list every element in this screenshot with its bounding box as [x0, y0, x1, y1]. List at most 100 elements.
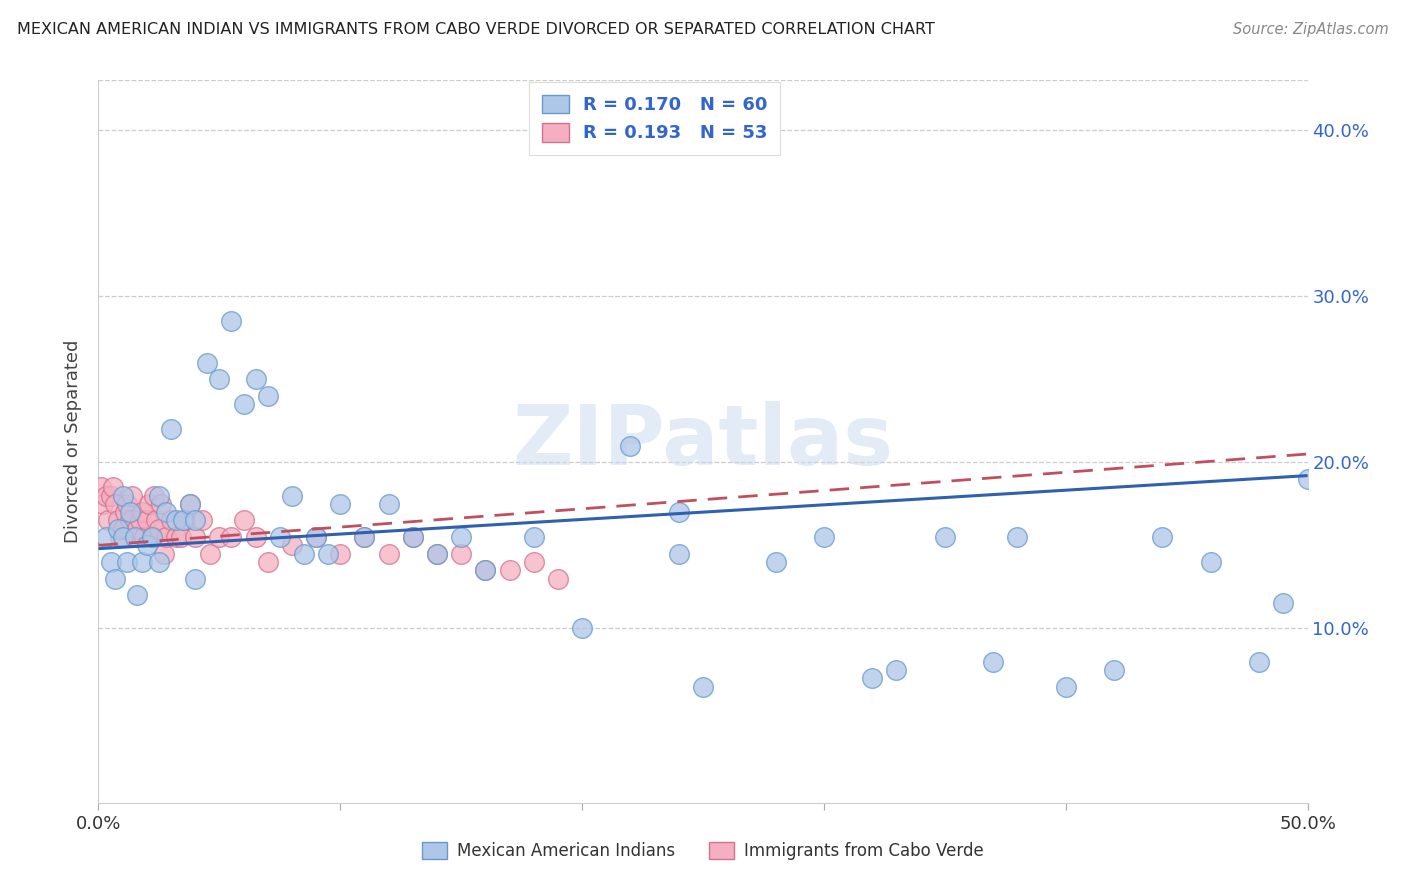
Point [124, 530, 146, 544]
Point [547, 572, 569, 586]
Point [100, 555, 122, 569]
Point [316, 547, 339, 561]
Point [523, 530, 546, 544]
Point [111, 530, 134, 544]
Point [232, 513, 254, 527]
Point [165, 513, 187, 527]
Point [111, 489, 134, 503]
Point [100, 489, 122, 503]
Point [108, 530, 131, 544]
Point [150, 497, 173, 511]
Point [148, 489, 170, 503]
Point [111, 522, 134, 536]
Point [179, 497, 201, 511]
Point [127, 522, 149, 536]
Point [208, 530, 231, 544]
Point [127, 588, 149, 602]
Point [426, 547, 449, 561]
Point [934, 530, 956, 544]
Point [135, 513, 157, 527]
Point [101, 480, 124, 494]
Point [281, 489, 304, 503]
Point [450, 547, 472, 561]
Point [128, 513, 150, 527]
Point [692, 680, 714, 694]
Y-axis label: Divorced or Separated: Divorced or Separated [65, 340, 83, 543]
Point [124, 530, 146, 544]
Point [981, 655, 1004, 669]
Point [619, 439, 641, 453]
Point [245, 530, 267, 544]
Point [104, 572, 127, 586]
Point [160, 422, 183, 436]
Point [1152, 530, 1174, 544]
Point [245, 372, 267, 386]
Point [232, 397, 254, 411]
Point [1102, 663, 1125, 677]
Point [1296, 472, 1319, 486]
Point [114, 505, 136, 519]
Point [160, 513, 183, 527]
Point [135, 538, 157, 552]
Point [152, 547, 174, 561]
Point [117, 497, 139, 511]
Point [221, 530, 243, 544]
Point [141, 530, 163, 544]
Point [169, 530, 191, 544]
Point [148, 522, 170, 536]
Point [195, 356, 218, 370]
Point [184, 572, 207, 586]
Point [256, 389, 278, 403]
Text: ZIPatlas: ZIPatlas [513, 401, 893, 482]
Point [860, 671, 883, 685]
Point [191, 513, 214, 527]
Point [138, 497, 160, 511]
Point [329, 497, 352, 511]
Point [498, 563, 520, 577]
Point [97, 513, 120, 527]
Point [353, 530, 375, 544]
Point [571, 621, 593, 635]
Text: Source: ZipAtlas.com: Source: ZipAtlas.com [1233, 22, 1389, 37]
Point [450, 530, 472, 544]
Point [292, 547, 315, 561]
Point [1272, 597, 1295, 611]
Point [402, 530, 425, 544]
Point [141, 530, 163, 544]
Point [474, 563, 496, 577]
Point [305, 530, 328, 544]
Point [281, 538, 304, 552]
Point [118, 505, 141, 519]
Point [377, 547, 399, 561]
Point [198, 547, 221, 561]
Point [269, 530, 291, 544]
Point [107, 513, 129, 527]
Point [668, 505, 690, 519]
Point [131, 505, 153, 519]
Point [184, 513, 207, 527]
Point [143, 489, 166, 503]
Point [1007, 530, 1029, 544]
Point [402, 530, 425, 544]
Point [172, 513, 194, 527]
Point [1199, 555, 1222, 569]
Point [174, 513, 197, 527]
Point [90, 480, 112, 494]
Point [256, 555, 278, 569]
Point [184, 530, 207, 544]
Point [523, 555, 546, 569]
Point [148, 555, 170, 569]
Point [886, 663, 908, 677]
Point [91, 497, 114, 511]
Point [118, 513, 141, 527]
Point [155, 505, 177, 519]
Point [813, 530, 835, 544]
Point [208, 372, 231, 386]
Point [155, 530, 177, 544]
Point [165, 530, 187, 544]
Point [1249, 655, 1271, 669]
Point [377, 497, 399, 511]
Legend: Mexican American Indians, Immigrants from Cabo Verde: Mexican American Indians, Immigrants fro… [416, 835, 990, 867]
Point [117, 555, 139, 569]
Point [179, 497, 201, 511]
